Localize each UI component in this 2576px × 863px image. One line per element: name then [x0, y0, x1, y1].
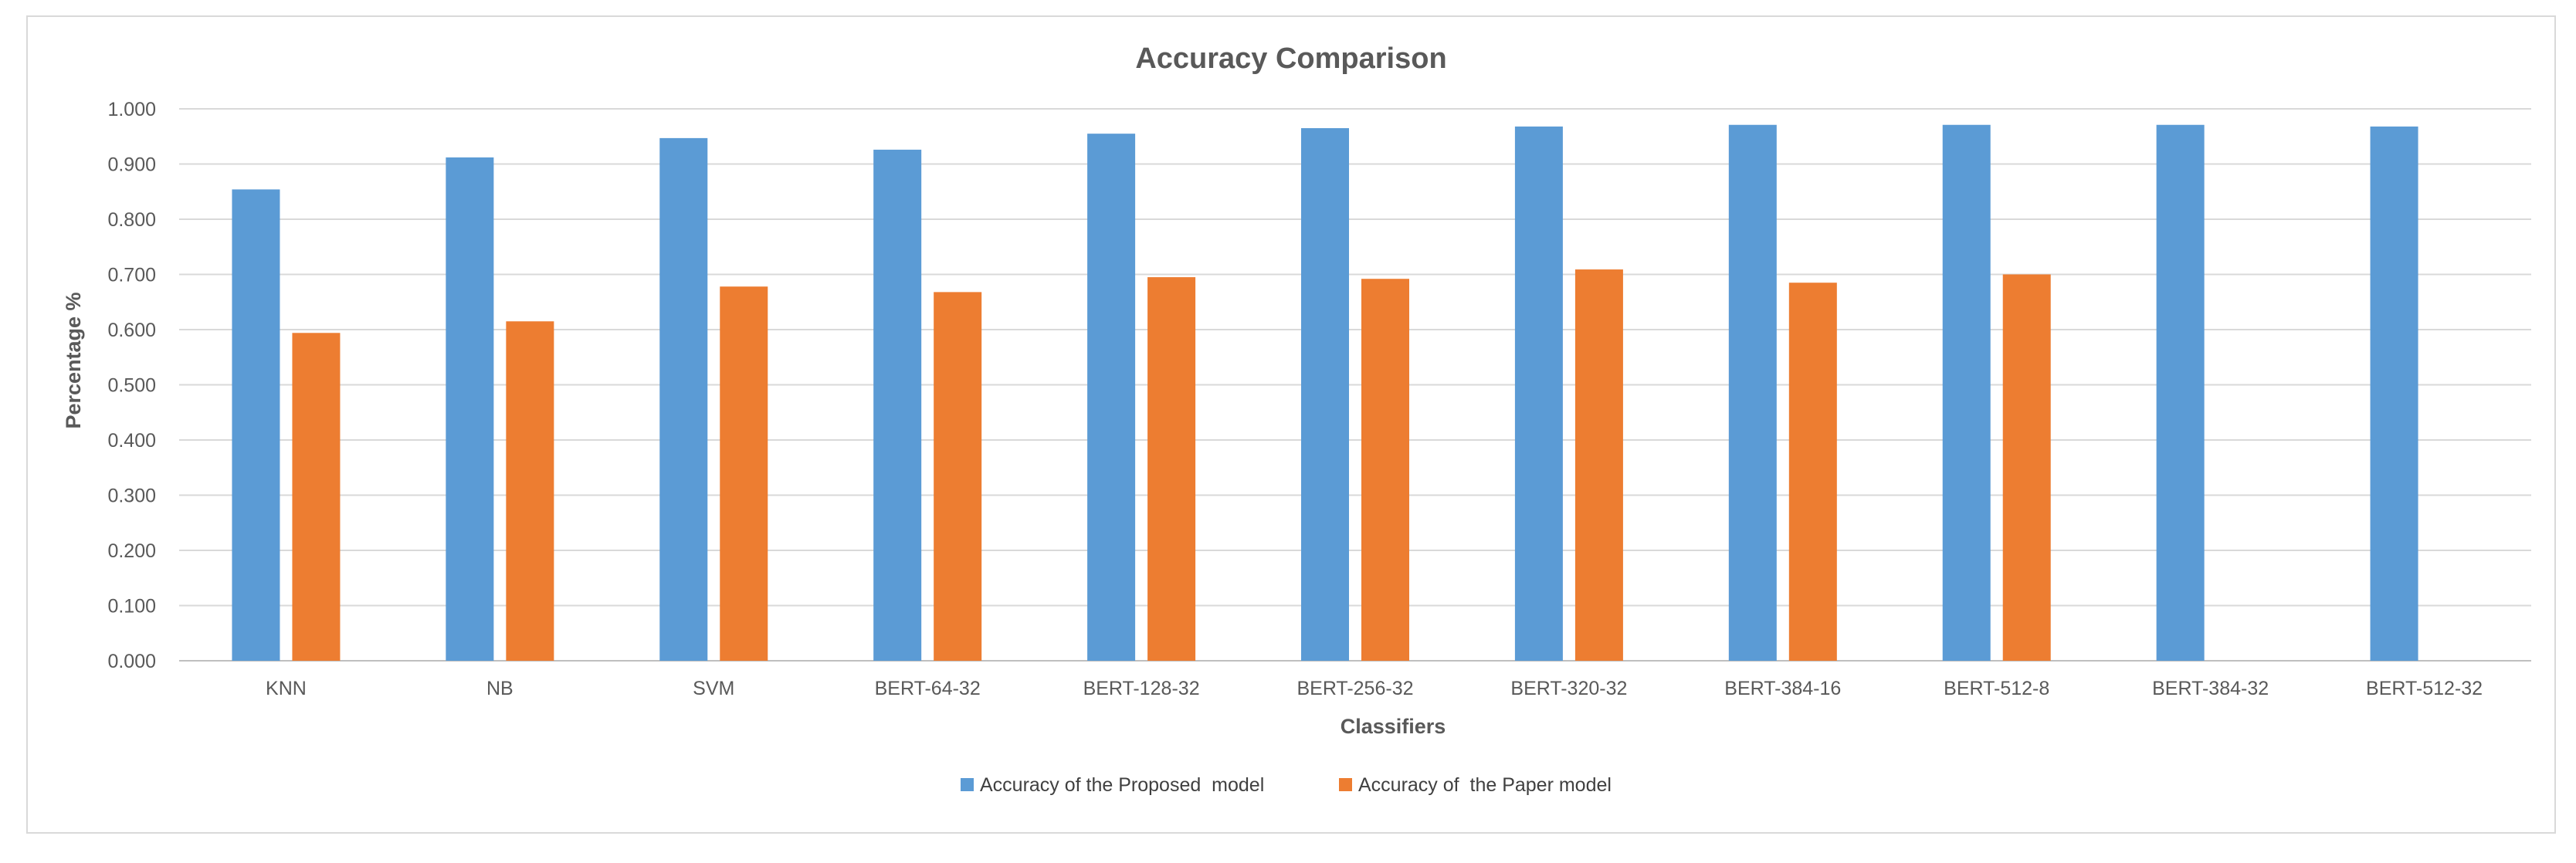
bar-paper-nb	[506, 321, 554, 661]
bar-paper-bert-256-32	[1361, 279, 1409, 661]
bar-paper-bert-64-32	[934, 292, 982, 661]
bar-proposed-bert-512-8	[1942, 124, 1991, 662]
bar-proposed-bert-64-32	[873, 149, 922, 661]
x-axis-ticks: KNN NB SVM BERT-64-32 BERT-128-32 BERT-256-32…	[266, 678, 2483, 699]
bar-proposed-bert-256-32	[1301, 128, 1349, 661]
y-tick-label: 0.600	[107, 320, 156, 341]
bar-paper-bert-320-32	[1574, 269, 1623, 661]
y-tick-label: 0.000	[107, 651, 156, 672]
x-tick-label: BERT-256-32	[1296, 678, 1413, 699]
legend-swatch-proposed	[961, 778, 974, 791]
y-tick-label: 0.300	[107, 486, 156, 507]
x-tick-label: BERT-128-32	[1083, 678, 1200, 699]
x-tick-label: BERT-64-32	[875, 678, 981, 699]
chart-title: Accuracy Comparison	[1135, 42, 1446, 75]
legend-label-paper: Accuracy of the Paper model	[1358, 774, 1612, 796]
x-tick-label: NB	[486, 678, 514, 699]
bar-paper-bert-512-8	[2002, 274, 2051, 661]
x-tick-label: BERT-512-8	[1944, 678, 2049, 699]
bar-proposed-bert-512-32	[2370, 126, 2418, 661]
x-tick-label: BERT-384-32	[2152, 678, 2269, 699]
bar-proposed-nb	[446, 157, 494, 662]
bar-paper-bert-384-16	[1788, 283, 1837, 661]
y-tick-label: 0.500	[107, 375, 156, 397]
bar-proposed-bert-384-16	[1728, 124, 1777, 662]
y-tick-label: 1.000	[107, 99, 156, 120]
y-tick-label: 0.800	[107, 209, 156, 231]
y-axis-title: Percentage %	[62, 292, 85, 428]
x-tick-label: SVM	[693, 678, 734, 699]
x-tick-label: BERT-384-16	[1724, 678, 1841, 699]
gridlines	[179, 108, 2531, 662]
bar-proposed-knn	[232, 189, 280, 661]
y-tick-label: 0.200	[107, 540, 156, 562]
x-axis-title: Classifiers	[1341, 715, 1446, 738]
bar-paper-svm	[720, 286, 768, 661]
y-tick-label: 0.900	[107, 154, 156, 176]
bar-paper-knn	[292, 333, 341, 661]
bar-proposed-svm	[659, 137, 708, 661]
bar-proposed-bert-384-32	[2156, 124, 2205, 662]
y-axis-ticks: 0.000 0.100 0.200 0.300 0.400 0.500 0.600 0.700…	[107, 99, 156, 672]
legend-label-proposed: Accuracy of the Proposed model	[980, 774, 1264, 796]
x-tick-label: BERT-320-32	[1510, 678, 1627, 699]
bars	[232, 124, 2418, 662]
bar-paper-bert-128-32	[1147, 277, 1196, 661]
x-tick-label: KNN	[266, 678, 307, 699]
bar-proposed-bert-320-32	[1514, 126, 1563, 661]
x-tick-label: BERT-512-32	[2366, 678, 2483, 699]
y-tick-label: 0.100	[107, 596, 156, 618]
y-tick-label: 0.400	[107, 430, 156, 452]
legend: Accuracy of the Proposed model Accuracy o…	[961, 774, 1612, 796]
legend-swatch-paper	[1339, 778, 1352, 791]
y-tick-label: 0.700	[107, 265, 156, 286]
bar-proposed-bert-128-32	[1087, 134, 1136, 662]
